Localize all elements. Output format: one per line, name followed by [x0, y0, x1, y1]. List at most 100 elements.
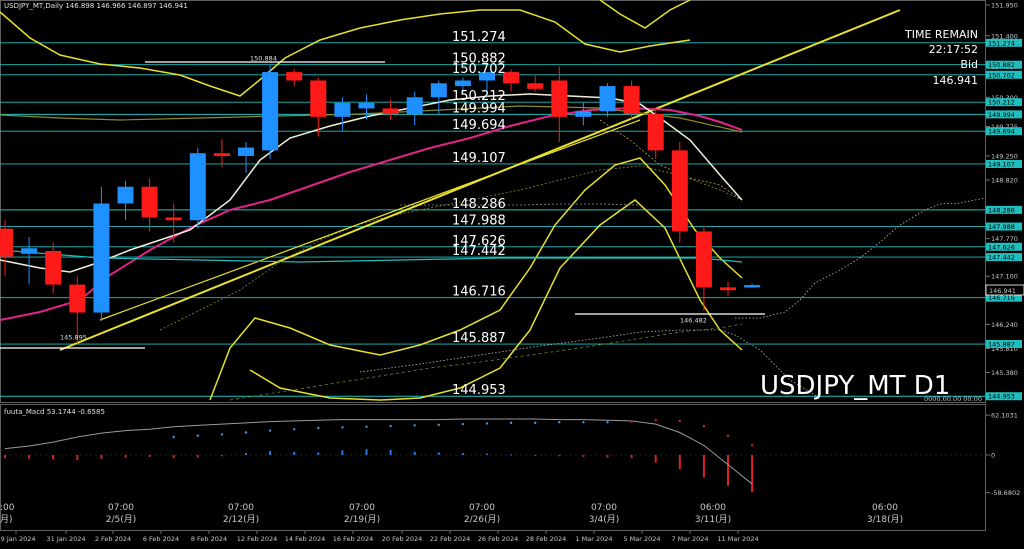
- date-label-4: 8 Feb 2024: [191, 535, 227, 543]
- ichimoku-cloud: [359, 197, 986, 399]
- level-tag-10: 147.442: [988, 254, 1015, 262]
- macd-signal-dot-13: [317, 426, 320, 430]
- macd-header: fuuta_Macd 53.1744 -0.6585: [4, 408, 105, 416]
- level-tag-box-12: [986, 340, 1022, 349]
- candle-body-16: [382, 108, 399, 115]
- macd-signal-dot-21: [509, 421, 513, 425]
- macd-bar-19: [461, 453, 464, 455]
- candle-body-3: [69, 284, 86, 313]
- candle-body-25: [599, 86, 616, 112]
- date-label-3: 6 Feb 2024: [143, 535, 179, 543]
- macd-signal-dot-30: [726, 434, 730, 437]
- candle-body-24: [575, 111, 592, 117]
- macd-signal-dot-7: [172, 435, 175, 439]
- time-axis: 29 Jan 2024 31 Jan 2024 2 Feb 2024 6 Feb 20…: [0, 503, 903, 543]
- level-label-12: 145.887: [452, 331, 506, 346]
- time-date-label-1: 2/12(月): [223, 514, 259, 525]
- macd-signal-dot-10: [244, 431, 248, 434]
- level-tag-box-8: [986, 222, 1022, 231]
- level-label-6: 149.107: [452, 151, 506, 166]
- date-label-11: 28 Feb 2024: [526, 535, 566, 543]
- annotations: 150.884 145.895 146.482: [60, 55, 707, 342]
- price-tick-label-6: 148.820: [991, 177, 1018, 185]
- price-tick-label-0: 151.950: [991, 2, 1018, 10]
- trend-lines: [0, 9, 901, 351]
- level-tag-3: 150.212: [988, 99, 1015, 107]
- band-thin-1: [159, 165, 743, 331]
- price-tick-label-4: 149.775: [991, 123, 1018, 131]
- level-tag-4: 149.994: [988, 111, 1015, 119]
- candle-body-4: [93, 203, 110, 313]
- time-label-3: 07:00: [469, 503, 495, 513]
- macd-bar-20: [486, 453, 488, 455]
- time-label-1: 07:00: [228, 503, 254, 513]
- level-label-4: 149.994: [452, 101, 506, 116]
- macd-bar-21: [510, 454, 513, 456]
- macd-bar-26: [630, 455, 633, 459]
- macd-signal-dot-15: [365, 425, 368, 428]
- trend-line-main: [59, 9, 901, 351]
- level-tag-7: 148.286: [988, 206, 1015, 214]
- price-tick-label-3: 150.300: [991, 94, 1018, 102]
- zero-readout: 0000.00.00 00:00: [924, 395, 982, 403]
- time-date-label-0: 2/5(月): [106, 514, 137, 525]
- macd-signal-dot-31: [750, 444, 754, 447]
- level-tag-box-13: [986, 392, 1022, 401]
- macd-signal-dot-9: [220, 433, 224, 436]
- candle-body-30: [720, 287, 736, 291]
- candle-body-17: [406, 97, 423, 115]
- envelope-bands: [0, 0, 743, 401]
- bid-value: 146.941: [933, 74, 979, 87]
- macd-bar-30: [727, 455, 729, 486]
- level-tag-box-4: [986, 110, 1022, 119]
- macd-signal-dot-22: [534, 421, 537, 425]
- macd-tick-label-2: -58.6802: [991, 489, 1020, 497]
- date-label-8: 20 Feb 2024: [382, 535, 422, 543]
- candle-body-6: [141, 186, 158, 218]
- level-tag-8: 147.988: [988, 223, 1015, 231]
- price-tick-label-13: 145.380: [991, 369, 1018, 377]
- candle-body-8: [189, 153, 206, 221]
- level-label-5: 149.694: [452, 118, 506, 133]
- candle-body-2: [45, 251, 62, 285]
- price-tick-label-9: 147.100: [991, 273, 1018, 281]
- macd-signal-dot-16: [389, 424, 392, 428]
- time-remain-label: TIME REMAIN: [904, 28, 978, 41]
- price-axis: 151.950151.400150.850150.300149.775149.2…: [986, 2, 1022, 401]
- macd-bar-11: [269, 451, 272, 455]
- left-edge-date: 月): [0, 514, 13, 525]
- candle-body-14: [334, 102, 351, 117]
- candle-body-21: [503, 72, 520, 84]
- macd-signal-dot-23: [558, 421, 561, 424]
- macd-signal-dot-20: [485, 422, 489, 425]
- macd-bar-6: [148, 455, 151, 457]
- date-label-2: 2 Feb 2024: [95, 535, 131, 543]
- macd-axis: 62.1031 0 -58.6802: [986, 412, 1020, 497]
- level-label-1: 150.882: [452, 52, 506, 67]
- level-label-13: 144.953: [452, 383, 506, 398]
- macd-bar-18: [437, 452, 440, 455]
- macd-tick-label-0: 62.1031: [991, 412, 1018, 420]
- date-label-10: 26 Feb 2024: [478, 535, 518, 543]
- macd-signal-dot-28: [678, 419, 681, 423]
- macd-bar-29: [702, 455, 705, 478]
- band-thin-2: [229, 323, 743, 401]
- macd-signal-dot-8: [196, 434, 199, 437]
- macd-bar-13: [317, 452, 320, 455]
- level-label-9: 147.626: [452, 234, 506, 249]
- annotation-label-2: 146.482: [680, 317, 707, 325]
- macd-bar-31: [751, 455, 754, 493]
- price-tick-label-11: 146.240: [991, 321, 1018, 329]
- ma-white: [0, 93, 743, 273]
- level-tag-box-0: [986, 38, 1022, 47]
- band-upper-2: [599, 0, 691, 29]
- candle-body-26: [623, 86, 640, 115]
- candle-body-28: [671, 150, 688, 232]
- annotation-label-1: 145.895: [60, 334, 87, 342]
- level-label-10: 147.442: [452, 244, 506, 259]
- macd-signal-dot-19: [461, 422, 465, 426]
- time-date-label-2: 2/19(月): [344, 514, 380, 525]
- band-lower-1: [209, 157, 743, 401]
